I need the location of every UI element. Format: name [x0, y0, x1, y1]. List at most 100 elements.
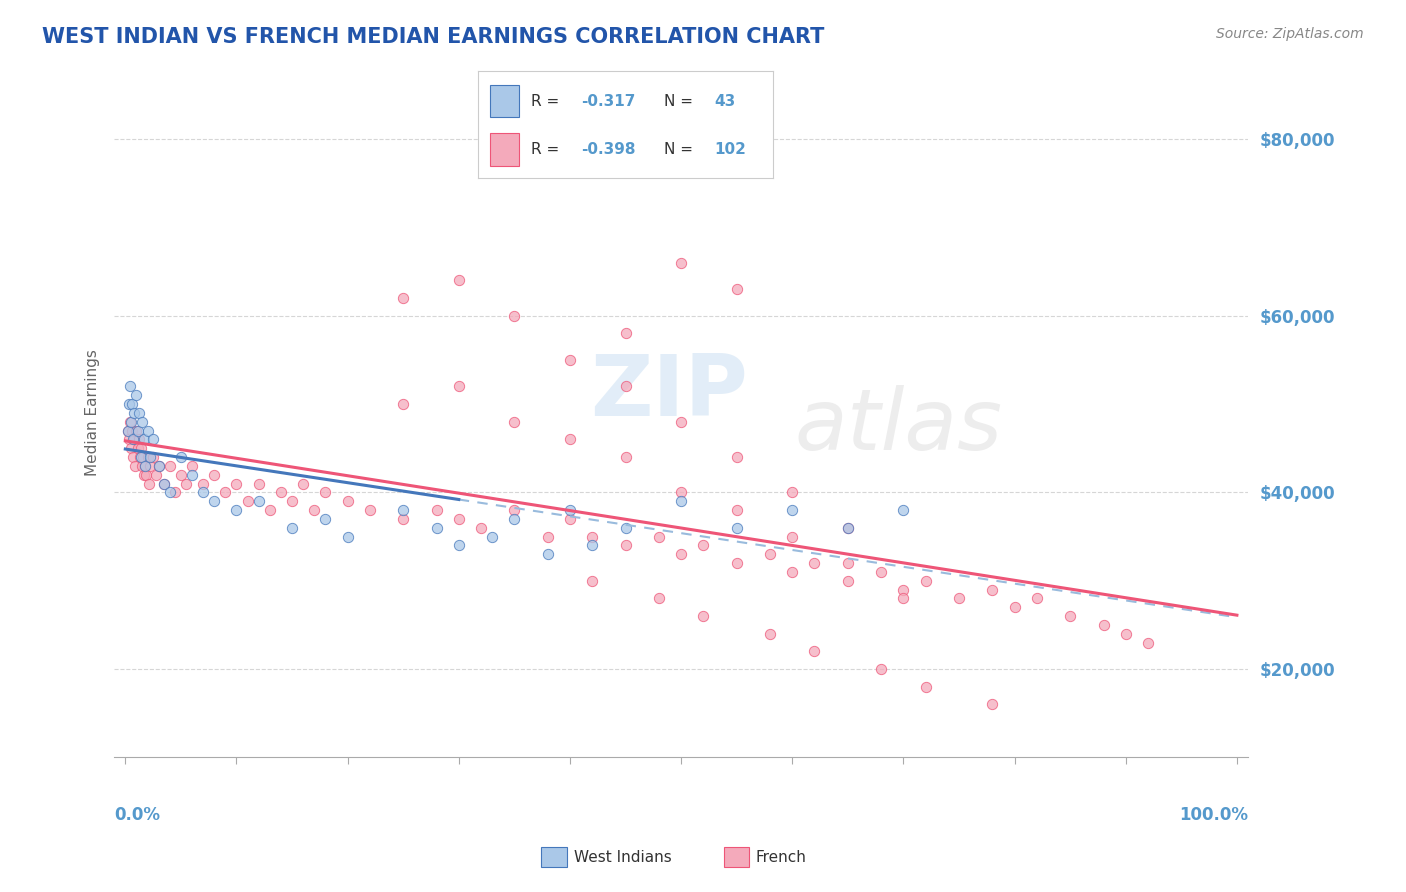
Point [837, 574, 859, 588]
Point [581, 530, 603, 544]
Point [425, 503, 447, 517]
Point [1004, 600, 1026, 615]
Text: Source: ZipAtlas.com: Source: ZipAtlas.com [1216, 27, 1364, 41]
Point [145, 467, 167, 482]
Bar [489, 86, 519, 118]
Bar [489, 134, 519, 166]
Point [1059, 609, 1081, 624]
Point [392, 291, 415, 305]
Point [837, 521, 859, 535]
Point [202, 467, 225, 482]
Point [759, 547, 782, 561]
Point [142, 450, 165, 464]
Point [470, 521, 492, 535]
Point [648, 591, 671, 606]
Point [669, 256, 692, 270]
Point [780, 485, 803, 500]
Point [948, 591, 970, 606]
Point [725, 503, 748, 517]
Point [121, 397, 143, 411]
Point [614, 538, 637, 552]
Text: -0.317: -0.317 [582, 94, 636, 109]
Text: 0.0%: 0.0% [114, 805, 160, 823]
Point [181, 458, 204, 473]
Point [191, 485, 214, 500]
Point [118, 379, 141, 393]
Point [120, 442, 142, 456]
Point [725, 521, 748, 535]
Point [481, 530, 503, 544]
Point [803, 644, 825, 658]
Point [176, 476, 198, 491]
Point [159, 458, 181, 473]
Point [132, 450, 155, 464]
Point [128, 406, 150, 420]
Point [870, 565, 893, 579]
Point [181, 467, 204, 482]
Text: WEST INDIAN VS FRENCH MEDIAN EARNINGS CORRELATION CHART: WEST INDIAN VS FRENCH MEDIAN EARNINGS CO… [42, 27, 824, 46]
Point [614, 379, 637, 393]
Point [692, 538, 714, 552]
Point [225, 476, 247, 491]
Point [503, 512, 526, 526]
Point [669, 415, 692, 429]
Point [1115, 626, 1137, 640]
Point [225, 503, 247, 517]
Text: -0.398: -0.398 [582, 142, 636, 157]
Point [142, 433, 165, 447]
Point [392, 503, 415, 517]
Point [236, 494, 259, 508]
Point [336, 494, 359, 508]
Point [247, 476, 270, 491]
Point [292, 476, 315, 491]
Point [837, 556, 859, 570]
Point [893, 503, 915, 517]
Point [122, 450, 145, 464]
Point [121, 424, 143, 438]
Text: atlas: atlas [794, 385, 1002, 468]
Text: West Indians: West Indians [574, 850, 672, 864]
Point [165, 485, 187, 500]
Point [725, 556, 748, 570]
Point [558, 353, 581, 368]
Point [914, 574, 936, 588]
Point [1025, 591, 1047, 606]
Point [614, 521, 637, 535]
Point [725, 282, 748, 296]
Point [281, 521, 304, 535]
Point [914, 680, 936, 694]
Point [259, 503, 281, 517]
Point [392, 512, 415, 526]
Point [314, 485, 336, 500]
Text: ZIP: ZIP [591, 351, 748, 434]
Point [153, 476, 176, 491]
Text: R =: R = [531, 142, 564, 157]
Point [893, 591, 915, 606]
Point [780, 530, 803, 544]
Point [214, 485, 236, 500]
Text: N =: N = [664, 142, 697, 157]
Point [336, 530, 359, 544]
Point [725, 450, 748, 464]
Point [134, 467, 156, 482]
Point [247, 494, 270, 508]
Text: N =: N = [664, 94, 697, 109]
Point [581, 574, 603, 588]
Point [614, 326, 637, 341]
Point [120, 415, 142, 429]
Point [202, 494, 225, 508]
Point [139, 458, 162, 473]
Point [669, 494, 692, 508]
Point [128, 450, 150, 464]
Point [780, 503, 803, 517]
Text: French: French [755, 850, 806, 864]
Point [503, 415, 526, 429]
Point [117, 397, 139, 411]
Point [117, 433, 139, 447]
Point [122, 406, 145, 420]
Point [131, 458, 153, 473]
Point [128, 433, 150, 447]
Point [425, 521, 447, 535]
Point [134, 458, 156, 473]
Point [803, 556, 825, 570]
